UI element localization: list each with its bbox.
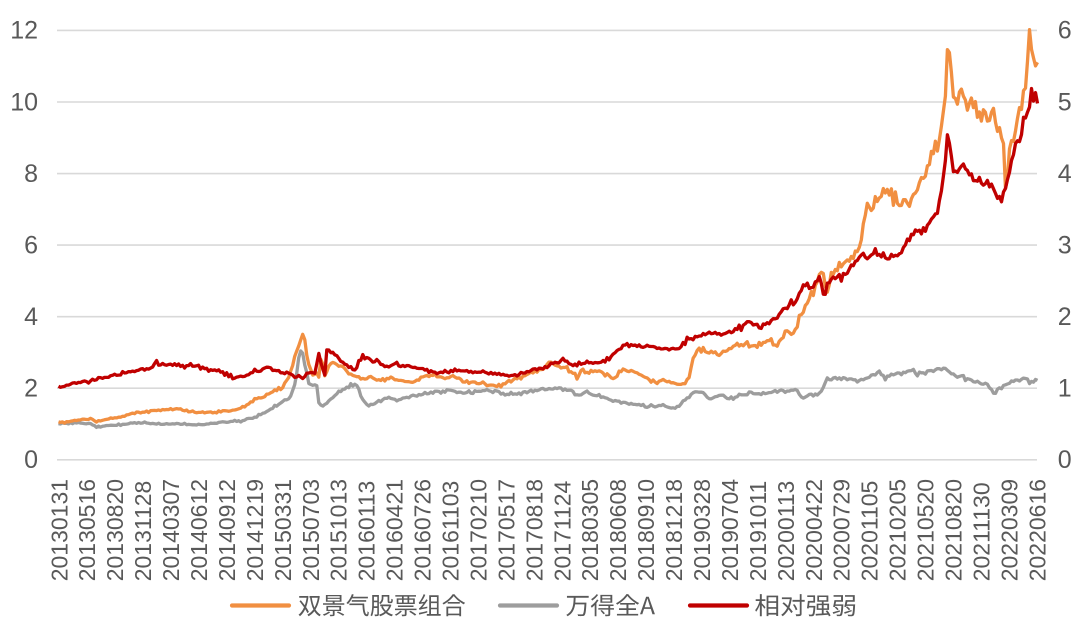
- svg-text:20190328: 20190328: [689, 479, 715, 581]
- svg-text:20190704: 20190704: [717, 479, 743, 582]
- svg-text:20151013: 20151013: [326, 479, 352, 581]
- svg-text:20211130: 20211130: [968, 482, 994, 581]
- svg-text:20180910: 20180910: [633, 479, 659, 581]
- svg-text:20210520: 20210520: [913, 479, 939, 581]
- svg-text:20160421: 20160421: [382, 479, 408, 581]
- svg-text:20150703: 20150703: [298, 479, 324, 581]
- svg-text:20160726: 20160726: [410, 479, 436, 581]
- svg-text:3: 3: [1058, 231, 1072, 259]
- svg-text:20220309: 20220309: [996, 479, 1022, 581]
- svg-text:4: 4: [1058, 160, 1072, 188]
- svg-text:20210205: 20210205: [885, 479, 911, 581]
- svg-text:20181218: 20181218: [661, 479, 687, 581]
- svg-text:20200729: 20200729: [829, 479, 855, 581]
- svg-text:20200113: 20200113: [773, 481, 799, 582]
- svg-text:0: 0: [24, 446, 38, 474]
- svg-text:2: 2: [1058, 303, 1072, 331]
- svg-text:2: 2: [24, 375, 38, 403]
- svg-text:20191011: 20191011: [745, 481, 771, 582]
- svg-text:6: 6: [24, 231, 38, 259]
- svg-text:20130820: 20130820: [102, 479, 128, 581]
- svg-text:0: 0: [1058, 446, 1072, 474]
- svg-text:20171124: 20171124: [549, 480, 575, 581]
- svg-text:20141219: 20141219: [242, 479, 268, 581]
- svg-text:6: 6: [1058, 17, 1072, 45]
- svg-text:20180608: 20180608: [605, 479, 631, 581]
- svg-text:20130516: 20130516: [74, 479, 100, 581]
- svg-text:20131128: 20131128: [130, 481, 156, 582]
- svg-text:20140612: 20140612: [186, 479, 212, 581]
- svg-text:12: 12: [10, 17, 38, 45]
- svg-text:10: 10: [10, 88, 38, 116]
- svg-text:20170517: 20170517: [493, 479, 519, 581]
- svg-text:20130131: 20130131: [46, 479, 72, 581]
- svg-text:4: 4: [24, 303, 38, 331]
- svg-text:20201105: 20201105: [857, 481, 883, 582]
- svg-text:20150331: 20150331: [270, 479, 296, 581]
- svg-text:20220616: 20220616: [1024, 479, 1050, 581]
- svg-text:5: 5: [1058, 88, 1072, 116]
- svg-text:20140307: 20140307: [158, 479, 184, 581]
- svg-text:20180305: 20180305: [577, 479, 603, 581]
- svg-text:20170818: 20170818: [521, 479, 547, 581]
- svg-text:20140912: 20140912: [214, 479, 240, 581]
- svg-text:20200422: 20200422: [801, 479, 827, 581]
- svg-text:8: 8: [24, 160, 38, 188]
- svg-text:20170210: 20170210: [465, 479, 491, 581]
- svg-text:1: 1: [1058, 375, 1072, 403]
- svg-text:20210820: 20210820: [941, 479, 967, 581]
- svg-text:20161103: 20161103: [438, 481, 464, 582]
- svg-text:20160113: 20160113: [354, 481, 380, 582]
